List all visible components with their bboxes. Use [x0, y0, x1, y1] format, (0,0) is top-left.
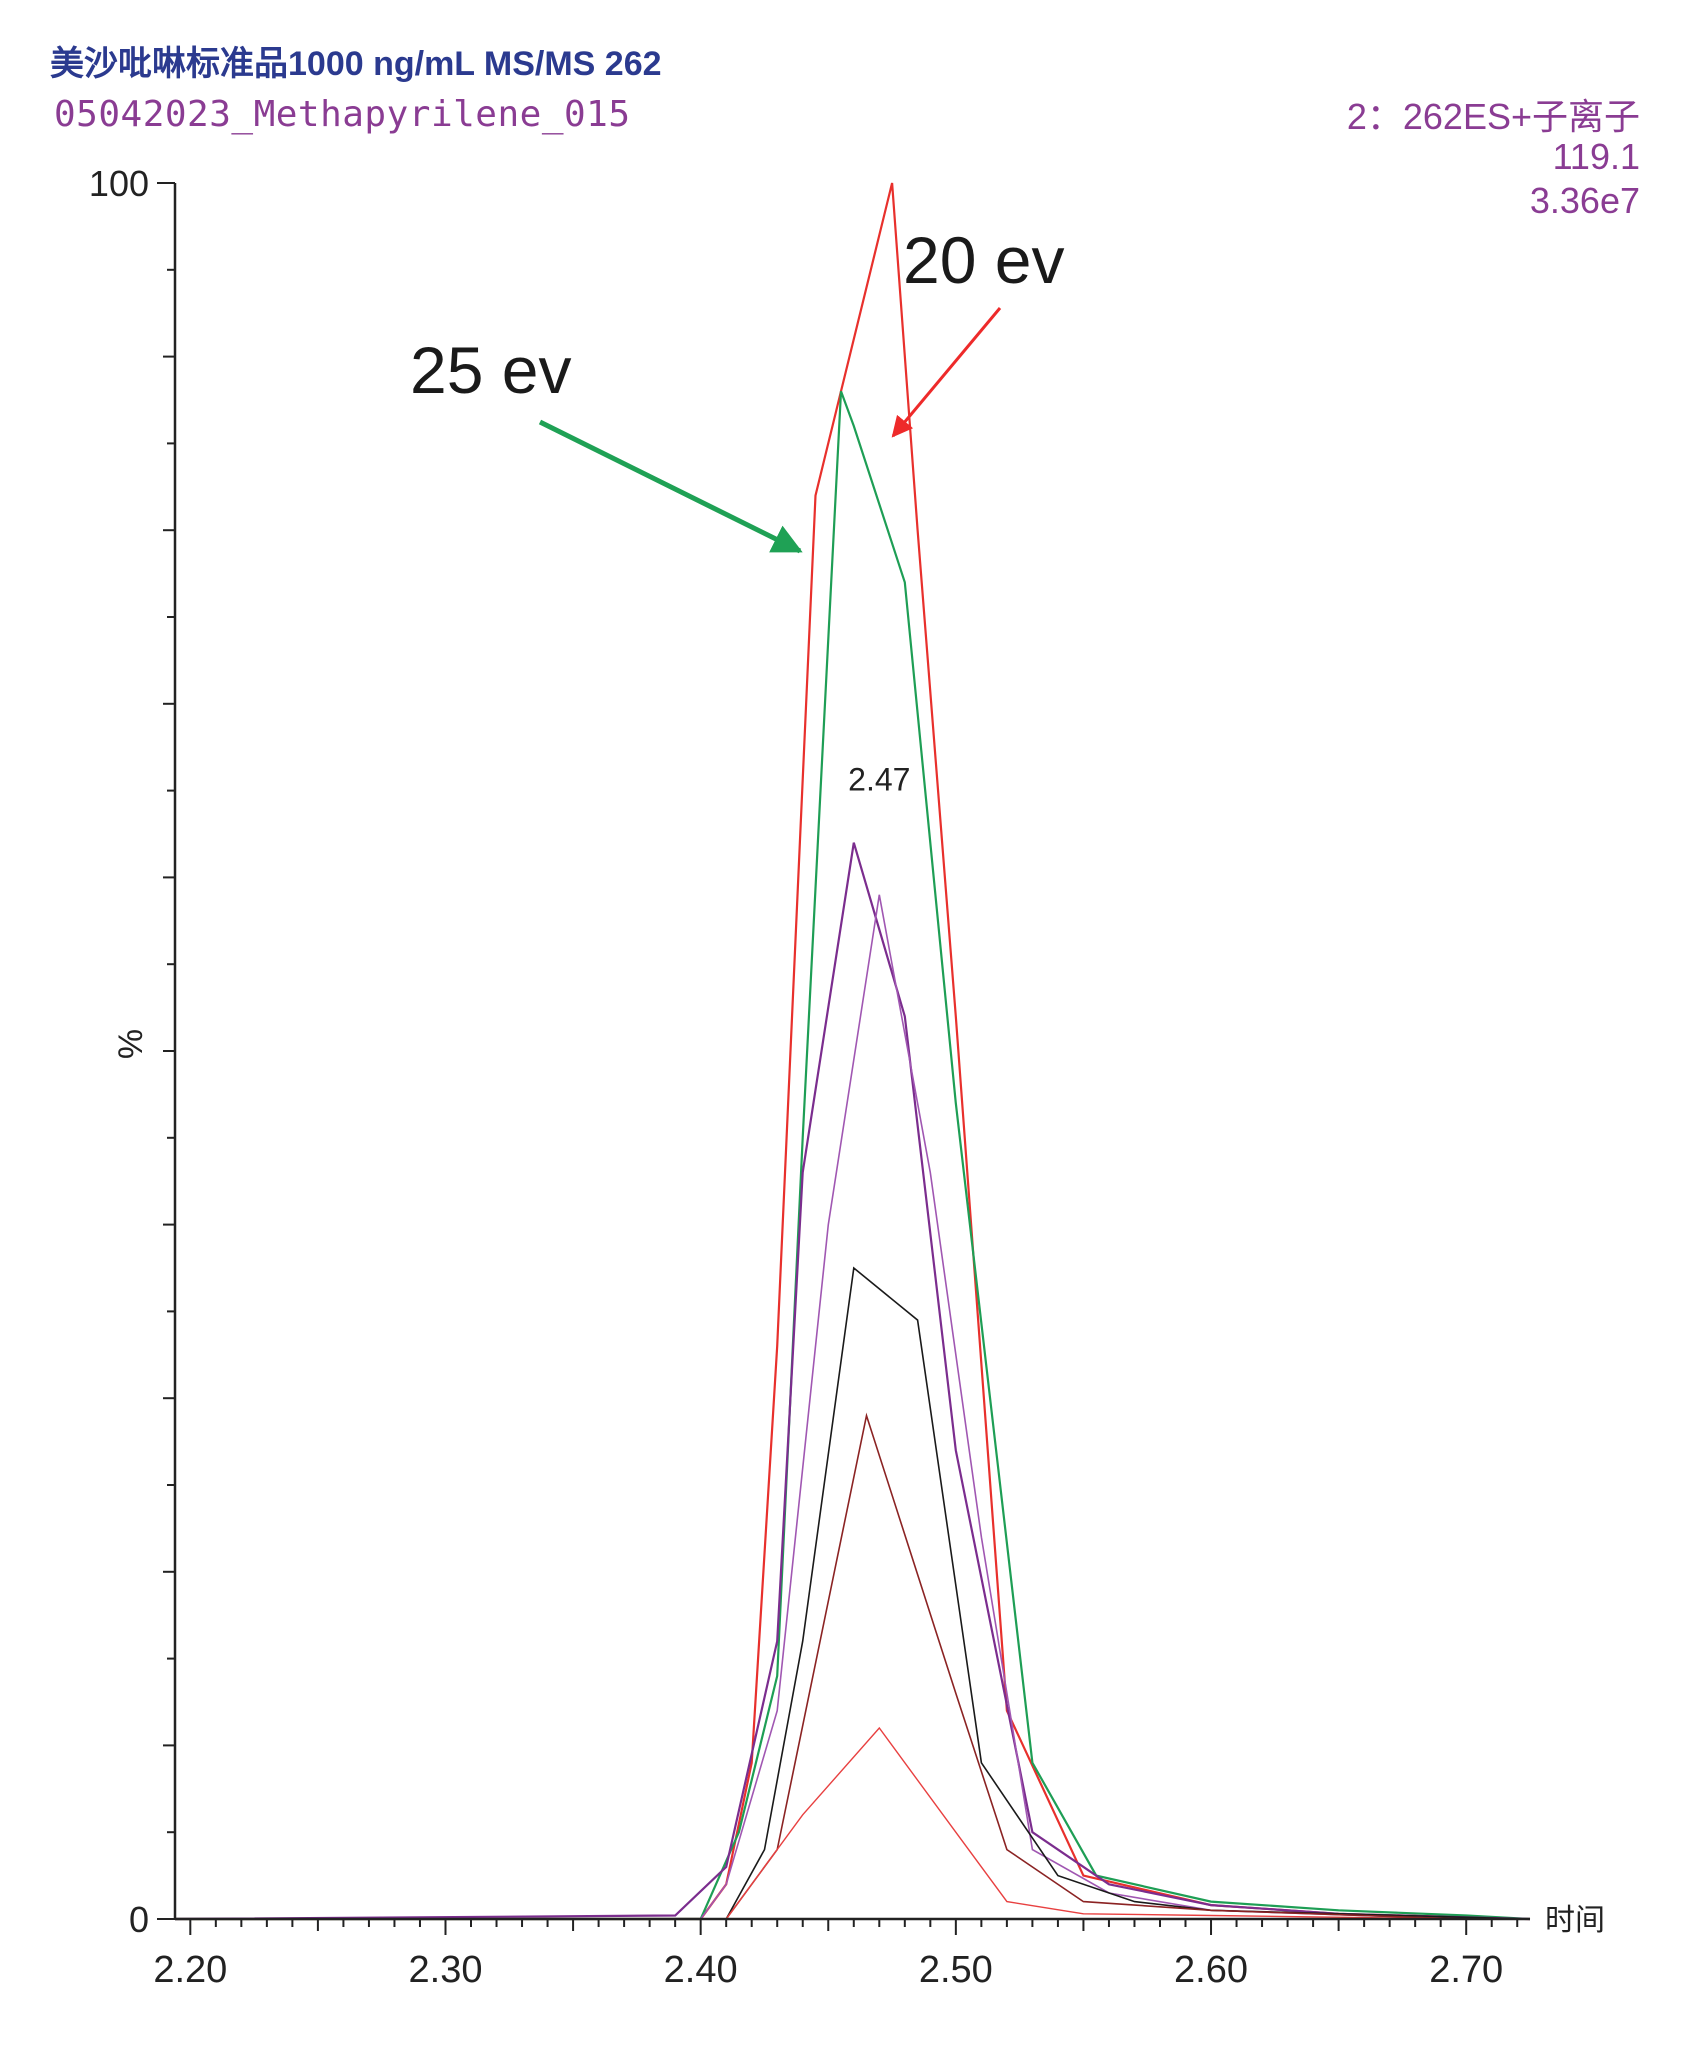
- x-axis-label: 时间: [1545, 1903, 1605, 1938]
- series-line-red-small: [175, 1726, 1530, 1920]
- peak-rt-label: 2.47: [848, 762, 910, 798]
- axis-layer: 2.20 2.30 2.40 2.50 2.60 2.70 0 100% 时间: [89, 163, 1605, 1991]
- annotation-layer: 2.47 25 ev 20 ev: [410, 223, 1064, 798]
- series-line-purple-a: [174, 842, 1531, 1921]
- annotation-20ev: 20 ev: [903, 223, 1064, 297]
- x-tick-label: 2.60: [1174, 1949, 1248, 1991]
- chart-title: 美沙吡啉标准品1000 ng/mL MS/MS 262: [50, 45, 662, 83]
- series-line-purple-b: [175, 894, 1530, 1920]
- arrow-20ev: [891, 307, 1002, 438]
- x-tick-label: 2.70: [1429, 1949, 1503, 1991]
- channel-label: 2：262ES+子离子: [1346, 96, 1640, 137]
- series-line-green: [175, 390, 1531, 1921]
- arrow-25ev: [538, 419, 803, 554]
- series-line-red-main: [175, 182, 1531, 1921]
- y-tick-label: 0: [129, 1899, 149, 1940]
- sample-name: 05042023_Methapyrilene_015: [54, 94, 631, 135]
- annotation-25ev: 25 ev: [410, 333, 571, 407]
- series-layer: [174, 182, 1531, 1921]
- series-line-black: [175, 1266, 1531, 1920]
- y-tick-label: 100: [89, 163, 149, 204]
- intensity-label: 3.36e7: [1529, 180, 1640, 221]
- x-tick-label: 2.20: [153, 1949, 227, 1991]
- series-line-maroon: [175, 1412, 1530, 1920]
- x-tick-label: 2.50: [919, 1949, 993, 1991]
- mass-label: 119.1: [1552, 136, 1640, 177]
- x-tick-label: 2.40: [664, 1949, 738, 1991]
- y-axis-label: %: [112, 1029, 150, 1059]
- x-tick-label: 2.30: [409, 1949, 483, 1991]
